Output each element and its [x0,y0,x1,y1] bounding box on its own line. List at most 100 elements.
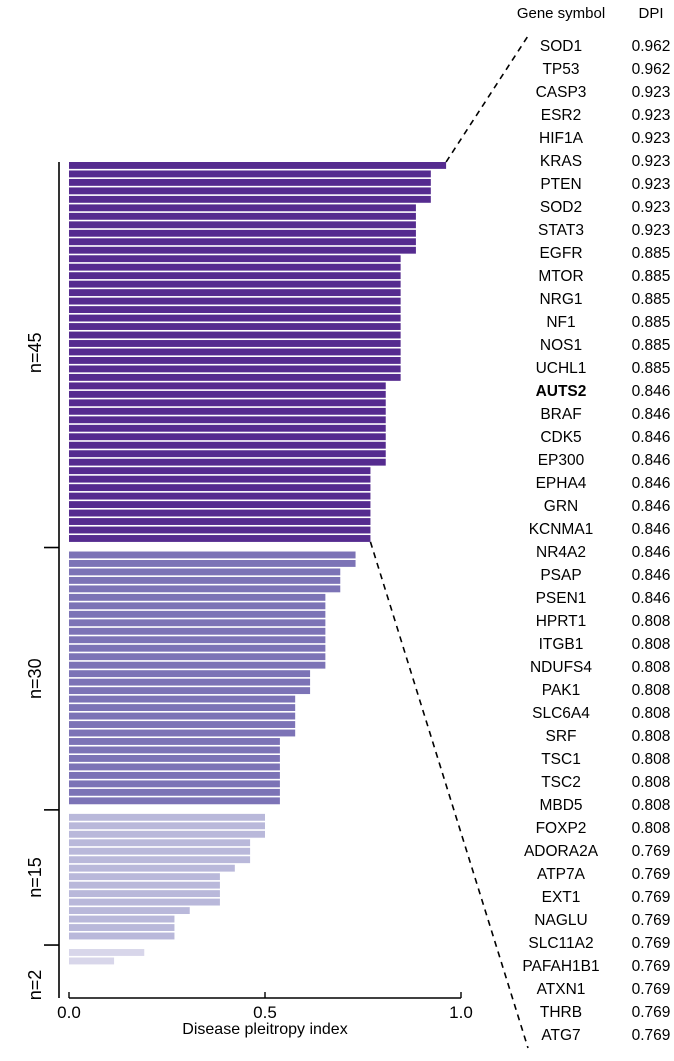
dpi-value: 0.769 [632,981,671,998]
gene-symbol: ATP7A [537,866,586,883]
x-axis-title: Disease pleitropy index [182,1021,347,1038]
gene-symbol: ADORA2A [524,843,599,860]
gene-symbol: NAGLU [534,912,587,929]
bar [69,441,386,449]
gene-symbol: UCHL1 [536,360,587,377]
dpi-value: 0.808 [632,774,671,791]
table-header-dpi: DPI [638,5,663,22]
bar [69,501,371,509]
bar [69,195,431,203]
dpi-value: 0.846 [632,452,671,469]
dpi-value: 0.846 [632,544,671,561]
bar [69,822,265,830]
dpi-value: 0.923 [632,199,671,216]
gene-symbol: TP53 [542,61,579,78]
bar [69,340,401,347]
gene-symbol: NF1 [546,314,575,331]
bar [69,178,431,186]
dpi-value: 0.885 [632,268,671,285]
dpi-value: 0.808 [632,751,671,768]
bar [69,695,296,703]
bar [69,484,371,492]
bar [69,365,401,373]
bar [69,873,220,881]
bar [69,712,296,720]
bar [69,576,341,584]
bar [69,221,416,229]
dpi-value: 0.846 [632,383,671,400]
dpi-value: 0.769 [632,958,671,975]
gene-symbol: EP300 [538,452,585,469]
gene-symbol: HIF1A [539,130,584,147]
gene-symbol: EXT1 [542,889,581,906]
bar [69,212,416,220]
x-tick-label: 0.0 [57,1003,81,1022]
gene-symbol: PAFAH1B1 [522,958,599,975]
dpi-value: 0.962 [632,38,671,55]
gene-symbol: NDUFS4 [530,659,592,676]
gene-symbol: BRAF [540,406,581,423]
dpi-value: 0.885 [632,314,671,331]
dpi-value: 0.885 [632,337,671,354]
bar [69,687,311,695]
bar [69,323,401,330]
bar [69,390,386,398]
zoom-line-bottom [369,541,529,1049]
gene-symbol: EPHA4 [536,475,587,492]
bar [69,957,115,965]
bar [69,306,401,314]
bar [69,780,280,788]
bar [69,255,401,263]
bar [69,661,326,669]
bar [69,585,341,593]
bar [69,560,356,567]
dpi-value: 0.923 [632,84,671,101]
bar [69,263,401,271]
bar [69,357,401,364]
dpi-value: 0.923 [632,222,671,239]
bar [69,204,416,212]
dpi-value: 0.846 [632,429,671,446]
bar [69,610,326,618]
gene-symbol: ATXN1 [537,981,586,998]
bar [69,729,296,737]
bar [69,382,386,390]
bar [69,813,265,821]
zoom-connector-lines [369,35,529,1049]
bar [69,407,386,415]
bar [69,949,145,956]
bar [69,162,447,169]
bar [69,280,401,288]
bar [69,907,190,915]
bar [69,881,220,889]
bar [69,864,235,872]
dpi-value: 0.808 [632,613,671,630]
dpi-value: 0.769 [632,935,671,952]
gene-symbol: STAT3 [538,222,584,239]
bar [69,670,311,678]
bar [69,246,416,254]
dpi-value: 0.769 [632,1027,671,1044]
bar [69,348,401,356]
bar [69,314,401,322]
gene-symbol: PSEN1 [536,590,587,607]
gene-symbol: HPRT1 [536,613,587,630]
gene-symbol: KCNMA1 [529,521,594,538]
dpi-value: 0.885 [632,360,671,377]
bar [69,932,175,940]
bar [69,771,280,779]
bar [69,458,386,466]
bar [69,678,311,686]
bar [69,399,386,407]
bar [69,187,431,195]
dpi-value: 0.808 [632,705,671,722]
dpi-value: 0.885 [632,291,671,308]
gene-symbol: MTOR [538,268,583,285]
bar [69,755,280,762]
dpi-value: 0.846 [632,567,671,584]
bar [69,915,175,923]
gene-symbol: AUTS2 [536,383,587,400]
group-label: n=45 [25,333,45,374]
bar [69,627,326,635]
bar [69,890,220,898]
